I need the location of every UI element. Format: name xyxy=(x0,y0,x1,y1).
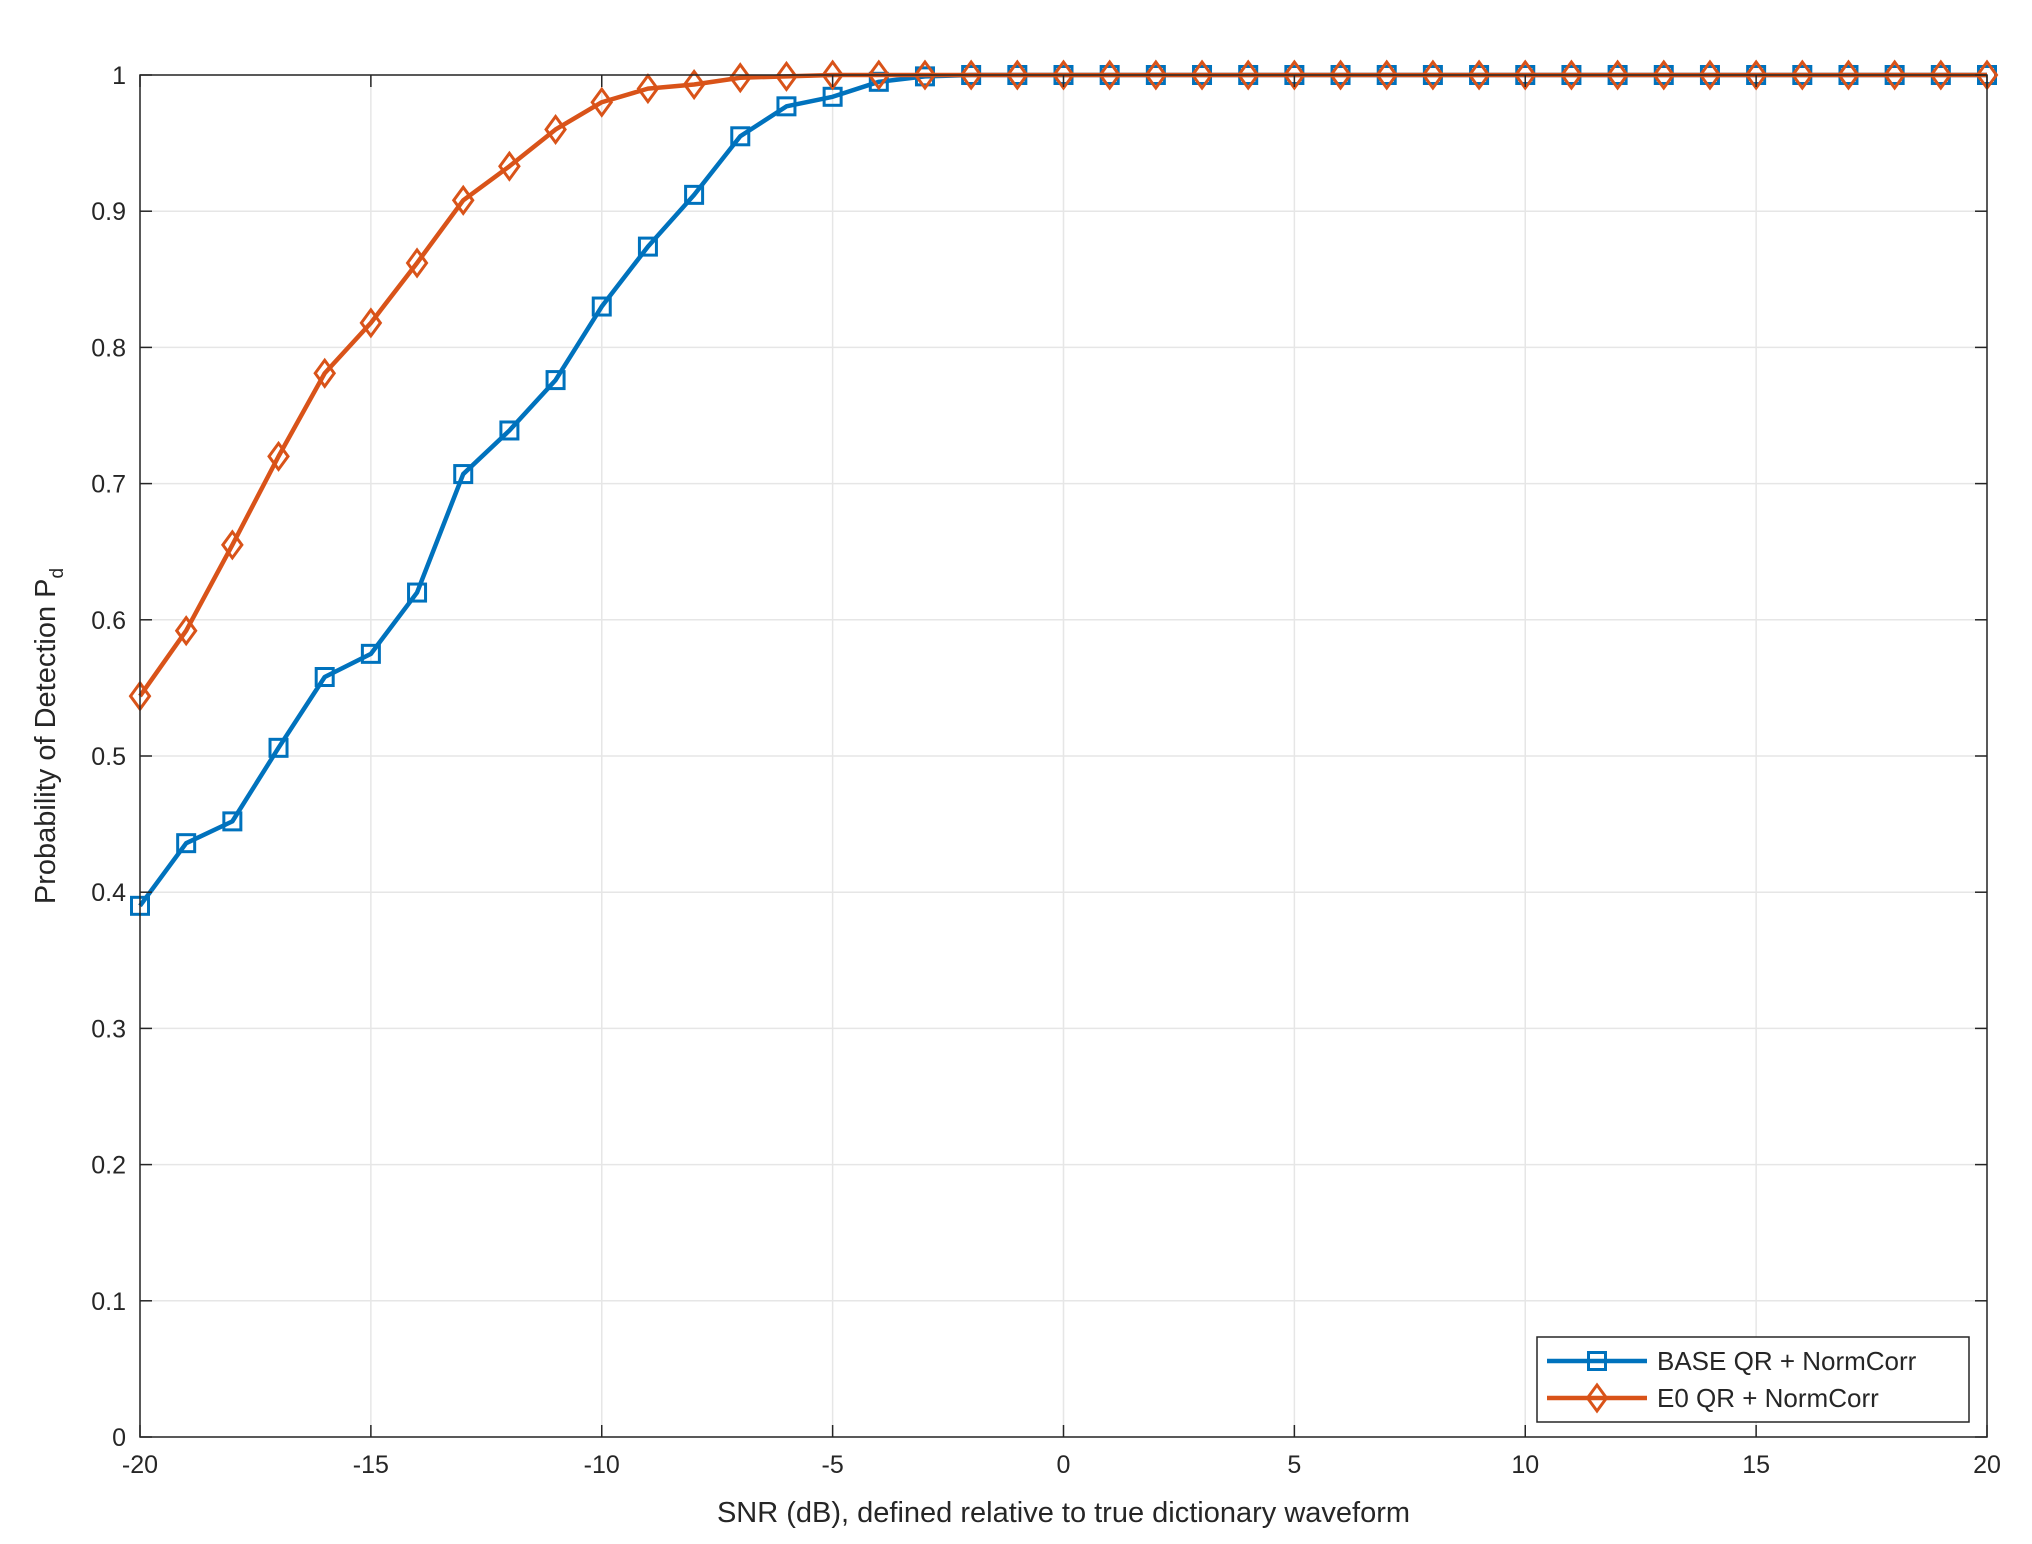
data-point-diamond xyxy=(1052,59,1075,91)
data-point-diamond xyxy=(1144,59,1168,91)
data-point-diamond xyxy=(1190,59,1214,91)
data-point-diamond xyxy=(359,307,383,339)
grid xyxy=(139,74,1988,1438)
y-tick-label: 0.1 xyxy=(91,1288,126,1316)
data-point-diamond xyxy=(1744,59,1768,91)
data-point-diamond xyxy=(590,86,614,118)
y-axis-label-subscript: d xyxy=(47,568,68,579)
data-point-diamond xyxy=(498,150,521,182)
legend-marker xyxy=(1587,1351,1607,1371)
y-axis-label: Probability of Detection Pd xyxy=(30,568,68,904)
data-point-diamond xyxy=(1790,59,1814,91)
x-tick-label: 20 xyxy=(1973,1451,2001,1479)
x-tick-label: 10 xyxy=(1511,1451,1539,1479)
data-point-diamond xyxy=(1606,59,1629,91)
x-tick-label: 0 xyxy=(1057,1451,1071,1479)
data-point-diamond xyxy=(728,62,752,94)
y-tick-label: 0.9 xyxy=(91,198,126,226)
data-point-diamond xyxy=(451,184,475,216)
y-tick-label: 0 xyxy=(112,1424,126,1452)
data-point-diamond xyxy=(544,113,567,146)
y-axis: 0 0.1 0.2 0.3 0.4 0.5 0.6 0.7 0.8 0.9 1 xyxy=(91,62,1987,1452)
legend-label: BASE QR + NormCorr xyxy=(1657,1346,1917,1376)
data-point-diamond xyxy=(174,615,198,647)
data-point-diamond xyxy=(1005,59,1029,91)
data-point-diamond xyxy=(405,247,429,279)
data-point-diamond xyxy=(1098,59,1122,91)
x-axis-label: SNR (dB), defined relative to true dicti… xyxy=(717,1497,1410,1529)
data-point-square xyxy=(499,420,520,441)
y-tick-label: 0.5 xyxy=(91,743,126,771)
legend-box xyxy=(1536,1336,1970,1423)
data-point-diamond xyxy=(1929,59,1953,91)
data-point-diamond xyxy=(267,440,290,472)
data-point-diamond xyxy=(313,357,337,389)
data-point-square xyxy=(776,96,797,117)
data-point-diamond xyxy=(220,529,244,561)
data-point-diamond xyxy=(867,59,891,91)
data-point-diamond xyxy=(1837,59,1860,91)
data-point-diamond xyxy=(636,73,660,105)
y-tick-label: 0.4 xyxy=(91,879,126,907)
data-point-square xyxy=(222,811,243,832)
y-tick-label: 0.8 xyxy=(91,334,126,362)
data-point-square xyxy=(637,236,658,257)
x-tick-label: 5 xyxy=(1287,1451,1301,1479)
x-tick-label: -15 xyxy=(353,1451,389,1479)
y-tick-label: 1 xyxy=(112,62,126,90)
x-tick-label: -5 xyxy=(822,1451,844,1479)
x-tick-label: 15 xyxy=(1742,1451,1770,1479)
data-point-diamond xyxy=(1283,59,1306,91)
data-point-diamond xyxy=(913,59,937,91)
data-point-square xyxy=(591,296,612,317)
data-point-square xyxy=(453,464,474,485)
legend-marker xyxy=(1585,1382,1609,1414)
y-tick-label: 0.3 xyxy=(91,1015,126,1043)
data-point-diamond xyxy=(1421,59,1445,91)
data-point-diamond xyxy=(682,68,706,101)
data-point-diamond xyxy=(775,60,798,92)
data-point-diamond xyxy=(959,59,983,91)
data-point-diamond xyxy=(1375,59,1399,91)
data-point-diamond xyxy=(821,59,844,91)
data-point-square xyxy=(360,643,381,664)
data-point-square xyxy=(407,582,428,603)
x-tick-label: -20 xyxy=(122,1451,158,1479)
data-point-diamond xyxy=(1467,59,1491,91)
data-point-square xyxy=(176,833,197,854)
data-point-square xyxy=(314,667,335,688)
legend-entry: E0 QR + NormCorr xyxy=(1547,1382,1879,1414)
y-tick-label: 0.2 xyxy=(91,1152,126,1180)
data-point-diamond xyxy=(1883,59,1907,91)
data-point-diamond xyxy=(1560,59,1583,91)
y-axis-label-main: Probability of Detection P xyxy=(30,578,62,904)
x-tick-label: -10 xyxy=(584,1451,620,1479)
x-axis: -20 -15 -10 -5 0 5 10 15 20 xyxy=(122,75,2001,1479)
legend: BASE QR + NormCorr E0 QR + NormCorr xyxy=(1536,1336,1970,1423)
data-point-diamond xyxy=(1652,59,1676,91)
legend-label: E0 QR + NormCorr xyxy=(1657,1383,1879,1413)
y-tick-label: 0.6 xyxy=(91,607,126,635)
legend-entry: BASE QR + NormCorr xyxy=(1547,1346,1917,1376)
data-point-square xyxy=(545,370,566,391)
y-tick-label: 0.7 xyxy=(91,471,126,499)
data-point-diamond xyxy=(1698,59,1722,91)
data-point-diamond xyxy=(1329,59,1352,91)
data-point-square xyxy=(684,184,705,205)
data-point-diamond xyxy=(1513,59,1537,91)
data-point-square xyxy=(730,126,751,147)
data-point-square xyxy=(268,737,289,758)
data-point-diamond xyxy=(1236,59,1260,91)
